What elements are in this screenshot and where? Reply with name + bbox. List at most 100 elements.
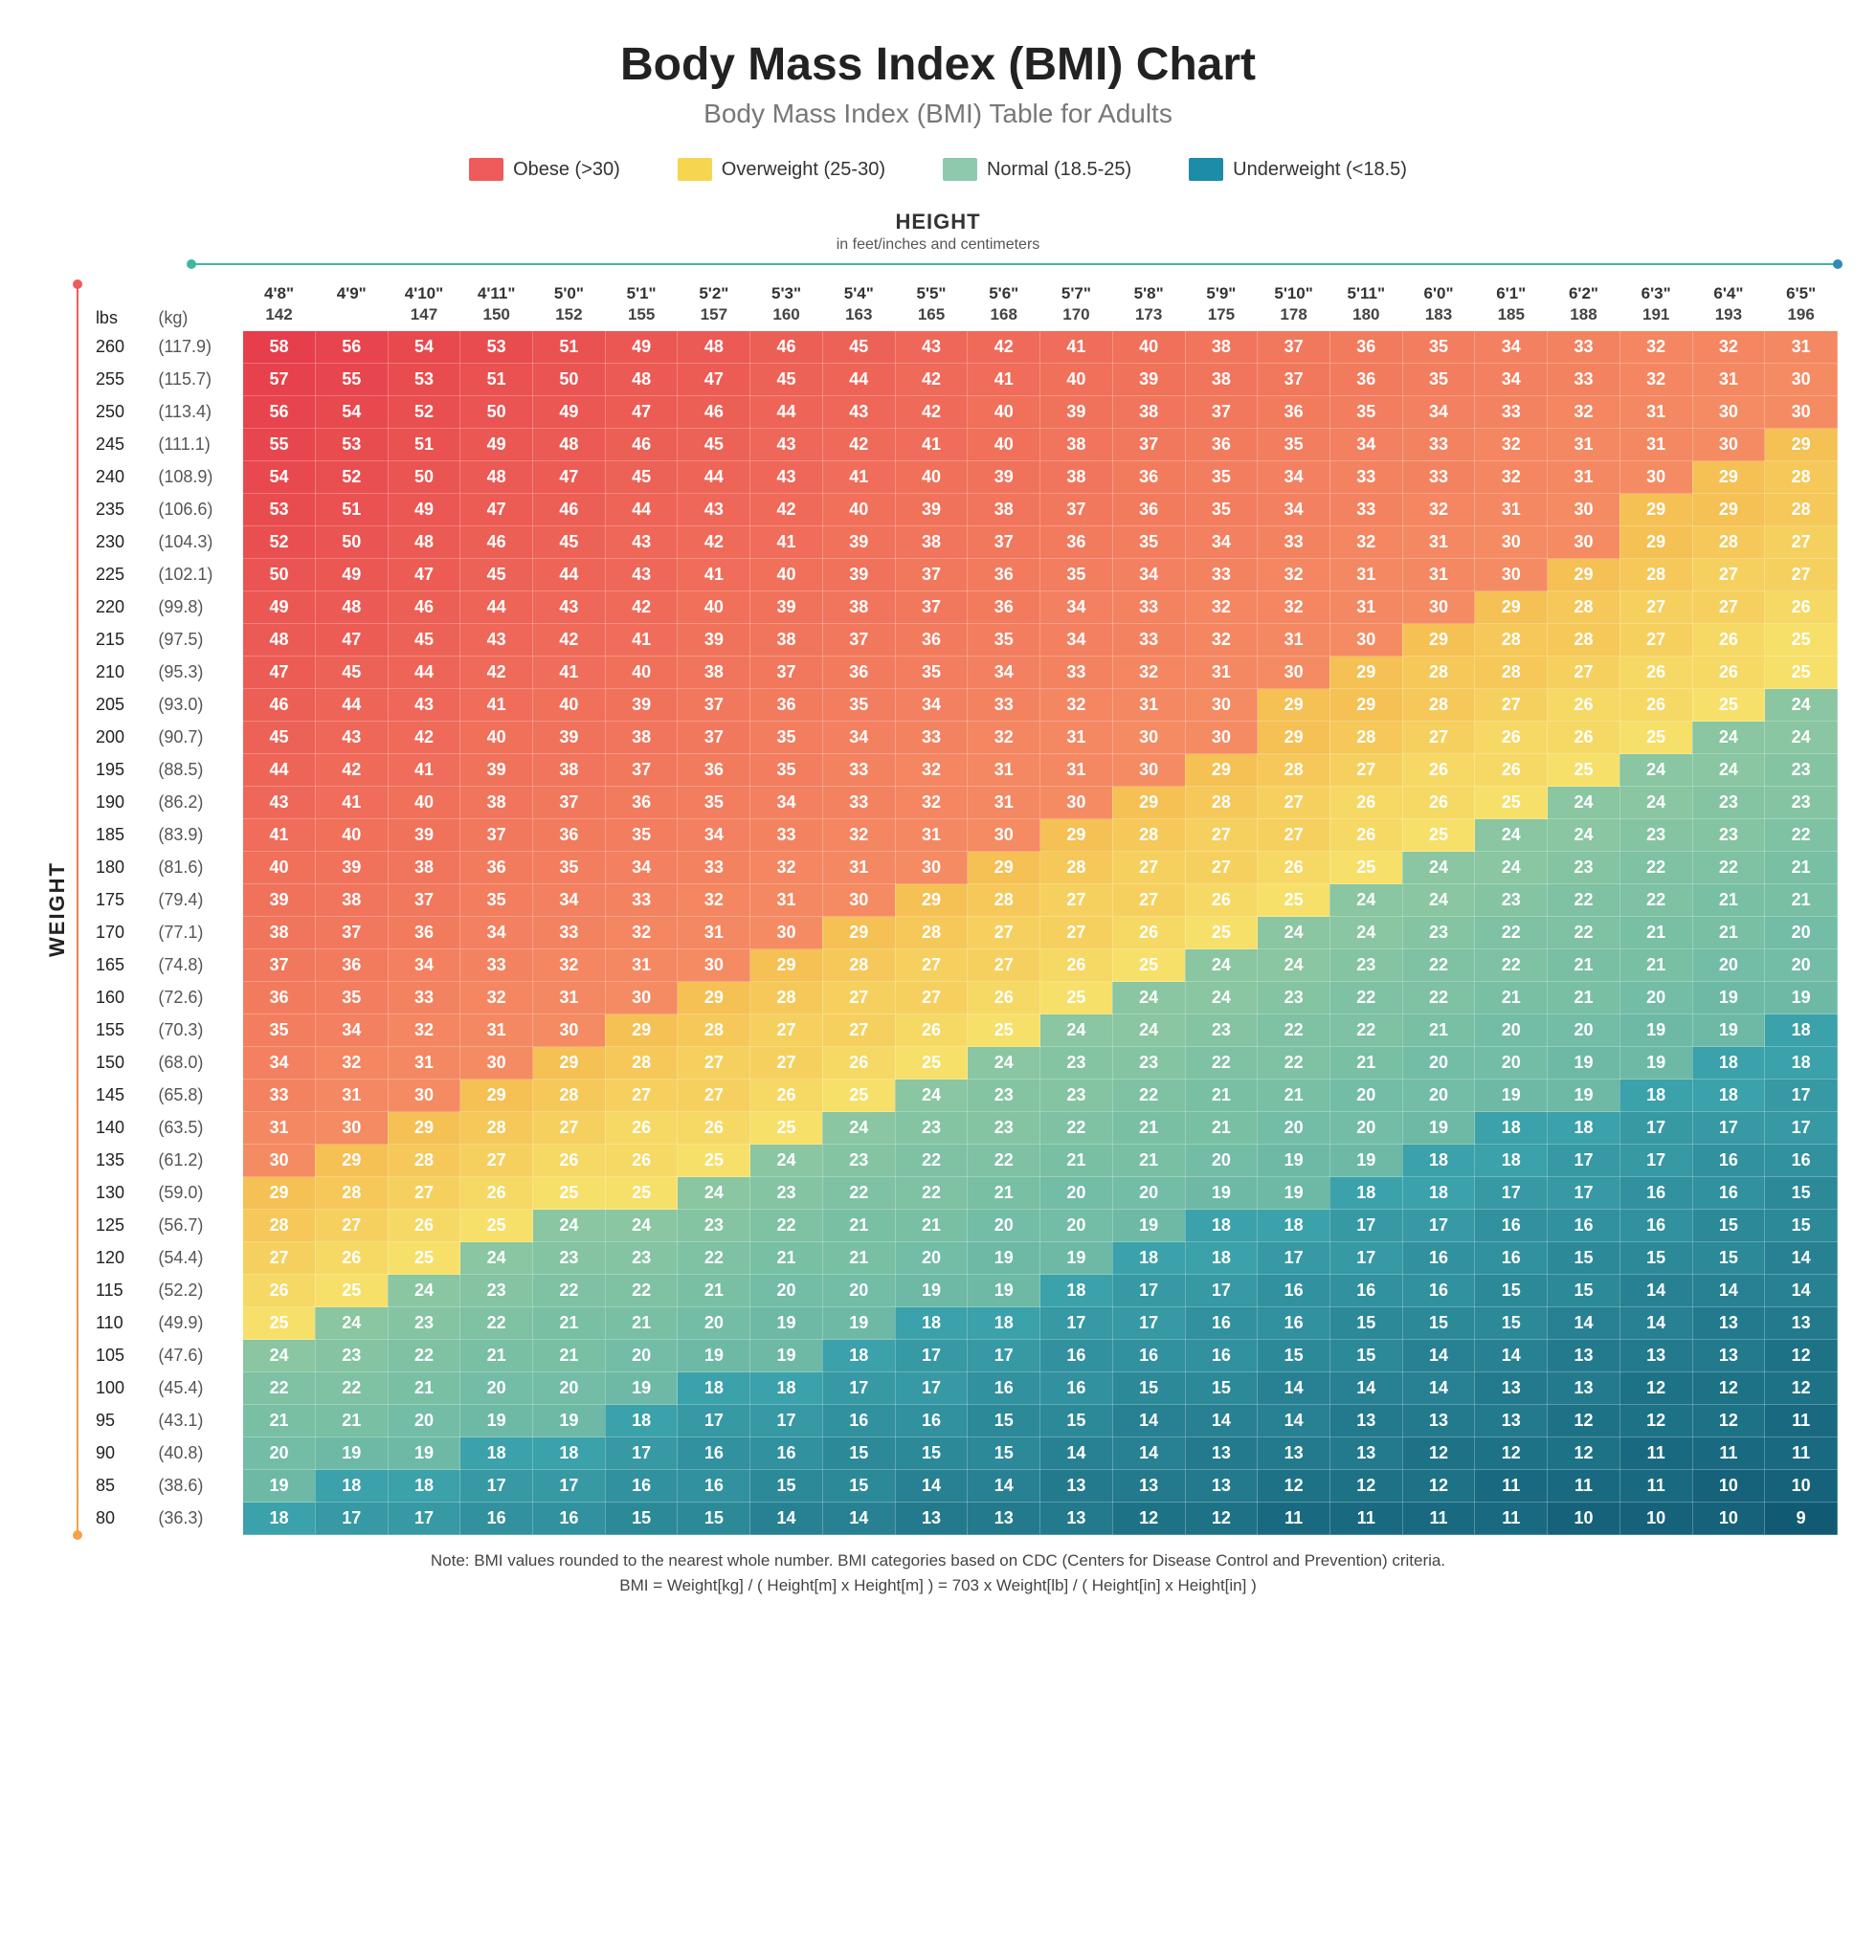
bmi-cell: 12 (1258, 1470, 1330, 1503)
bmi-cell: 13 (895, 1503, 968, 1535)
bmi-cell: 44 (388, 657, 460, 689)
bmi-cell: 30 (750, 917, 823, 949)
bmi-cell: 28 (533, 1080, 606, 1112)
bmi-cell: 30 (1765, 364, 1838, 396)
table-row: 165(74.8)3736343332313029282727262524242… (92, 949, 1838, 982)
bmi-cell: 18 (1475, 1112, 1548, 1145)
bmi-cell: 20 (1475, 1014, 1548, 1047)
bmi-cell: 26 (968, 982, 1040, 1014)
bmi-cell: 37 (895, 591, 968, 624)
bmi-cell: 15 (968, 1405, 1040, 1437)
bmi-cell: 44 (243, 754, 316, 787)
bmi-cell: 14 (1402, 1372, 1475, 1405)
bmi-cell: 27 (1402, 722, 1475, 754)
bmi-cell: 18 (533, 1437, 606, 1470)
row-lbs: 135 (92, 1145, 158, 1177)
bmi-cell: 21 (533, 1340, 606, 1372)
bmi-cell: 30 (1185, 689, 1258, 722)
bmi-cell: 36 (1112, 494, 1185, 526)
bmi-cell: 18 (315, 1470, 388, 1503)
bmi-cell: 27 (1548, 657, 1620, 689)
bmi-cell: 32 (1402, 494, 1475, 526)
bmi-cell: 23 (1112, 1047, 1185, 1080)
bmi-cell: 10 (1548, 1503, 1620, 1535)
bmi-cell: 17 (1185, 1275, 1258, 1307)
weight-axis-label: WEIGHT (38, 284, 77, 1535)
bmi-cell: 24 (1329, 884, 1402, 917)
bmi-cell: 12 (1548, 1405, 1620, 1437)
bmi-cell: 36 (1329, 331, 1402, 364)
bmi-cell: 25 (822, 1080, 895, 1112)
bmi-cell: 23 (822, 1145, 895, 1177)
row-kg: (43.1) (158, 1405, 242, 1437)
bmi-cell: 31 (243, 1112, 316, 1145)
bmi-cell: 28 (315, 1177, 388, 1210)
bmi-cell: 35 (1258, 429, 1330, 461)
bmi-cell: 32 (315, 1047, 388, 1080)
bmi-cell: 14 (1258, 1405, 1330, 1437)
bmi-cell: 31 (968, 787, 1040, 819)
bmi-cell: 30 (1692, 396, 1765, 429)
bmi-cell: 31 (388, 1047, 460, 1080)
bmi-cell: 31 (1402, 559, 1475, 591)
height-cm-header: 163 (822, 305, 895, 331)
bmi-cell: 39 (968, 461, 1040, 494)
bmi-cell: 23 (1548, 852, 1620, 884)
height-cm-header (315, 305, 388, 331)
bmi-cell: 27 (1765, 526, 1838, 559)
bmi-cell: 19 (243, 1470, 316, 1503)
bmi-cell: 21 (1258, 1080, 1330, 1112)
bmi-cell: 31 (1548, 461, 1620, 494)
bmi-cell: 23 (1619, 819, 1692, 852)
bmi-cell: 39 (750, 591, 823, 624)
bmi-cell: 25 (1329, 852, 1402, 884)
bmi-cell: 16 (750, 1437, 823, 1470)
height-cm-header: 155 (605, 305, 678, 331)
bmi-cell: 58 (243, 331, 316, 364)
bmi-cell: 40 (533, 689, 606, 722)
legend-label: Overweight (25-30) (722, 159, 885, 181)
bmi-cell: 22 (1692, 852, 1765, 884)
bmi-cell: 22 (1619, 852, 1692, 884)
bmi-cell: 26 (1329, 819, 1402, 852)
row-lbs: 190 (92, 787, 158, 819)
table-row: 100(45.4)2222212020191818171716161515141… (92, 1372, 1838, 1405)
bmi-cell: 11 (1765, 1437, 1838, 1470)
bmi-cell: 17 (1619, 1112, 1692, 1145)
bmi-cell: 35 (1040, 559, 1113, 591)
table-row: 95(43.1)21212019191817171616151514141413… (92, 1405, 1838, 1437)
bmi-cell: 49 (243, 591, 316, 624)
bmi-cell: 25 (968, 1014, 1040, 1047)
bmi-cell: 37 (750, 657, 823, 689)
bmi-cell: 42 (968, 331, 1040, 364)
bmi-cell: 22 (315, 1372, 388, 1405)
table-row: 175(79.4)3938373534333231302928272726252… (92, 884, 1838, 917)
bmi-cell: 32 (1619, 364, 1692, 396)
bmi-cell: 14 (822, 1503, 895, 1535)
bmi-cell: 18 (388, 1470, 460, 1503)
bmi-cell: 16 (895, 1405, 968, 1437)
bmi-cell: 17 (1475, 1177, 1548, 1210)
row-kg: (108.9) (158, 461, 242, 494)
row-lbs: 100 (92, 1372, 158, 1405)
bmi-cell: 16 (822, 1405, 895, 1437)
bmi-cell: 22 (1258, 1014, 1330, 1047)
bmi-cell: 29 (533, 1047, 606, 1080)
bmi-cell: 25 (1040, 982, 1113, 1014)
bmi-cell: 20 (1619, 982, 1692, 1014)
bmi-cell: 29 (1692, 461, 1765, 494)
bmi-cell: 23 (1692, 787, 1765, 819)
bmi-cell: 35 (750, 722, 823, 754)
bmi-cell: 29 (1258, 722, 1330, 754)
bmi-cell: 15 (895, 1437, 968, 1470)
row-kg: (102.1) (158, 559, 242, 591)
bmi-cell: 18 (460, 1437, 533, 1470)
bmi-cell: 31 (605, 949, 678, 982)
bmi-cell: 55 (315, 364, 388, 396)
bmi-cell: 17 (678, 1405, 750, 1437)
bmi-cell: 47 (605, 396, 678, 429)
bmi-cell: 27 (1765, 559, 1838, 591)
bmi-cell: 56 (243, 396, 316, 429)
legend-label: Normal (18.5-25) (987, 159, 1131, 181)
bmi-cell: 41 (315, 787, 388, 819)
